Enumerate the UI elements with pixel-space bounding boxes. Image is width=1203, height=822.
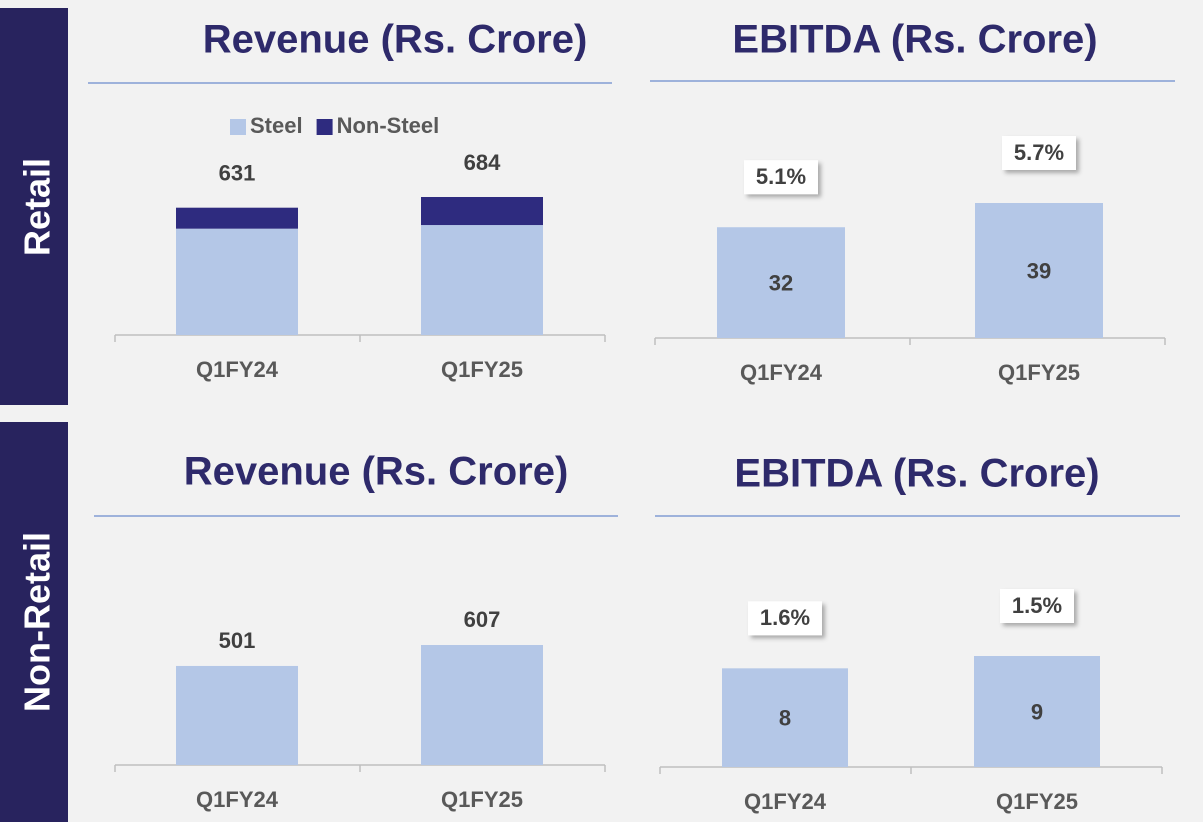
bar-segment — [176, 228, 298, 335]
bar — [717, 227, 845, 338]
margin-label: 5.1% — [756, 164, 806, 189]
x-tick-label: Q1FY25 — [441, 357, 523, 382]
margin-callout — [744, 160, 818, 195]
x-tick-label: Q1FY24 — [196, 357, 279, 382]
value-label: 501 — [219, 628, 256, 653]
x-tick-label: Q1FY25 — [441, 787, 523, 812]
bar — [176, 665, 298, 765]
section-label: Non-Retail — [17, 532, 58, 712]
bar — [421, 645, 543, 765]
bar-segment — [176, 207, 298, 229]
legend-label: Steel — [250, 113, 303, 138]
chart-title: EBITDA (Rs. Crore) — [734, 452, 1099, 496]
bar — [722, 668, 848, 767]
bar-segment — [421, 225, 543, 335]
value-label: 32 — [769, 270, 793, 295]
chart-title: Revenue (Rs. Crore) — [184, 450, 569, 494]
value-label: 39 — [1027, 258, 1051, 283]
total-label: 684 — [464, 150, 501, 175]
x-tick-label: Q1FY24 — [196, 787, 279, 812]
legend-swatch — [316, 119, 333, 135]
chart-title: Revenue (Rs. Crore) — [203, 18, 588, 62]
margin-label: 1.6% — [760, 605, 810, 630]
chart-title: EBITDA (Rs. Crore) — [732, 18, 1097, 62]
value-label: 8 — [779, 705, 791, 730]
x-tick-label: Q1FY24 — [744, 789, 827, 814]
section-band — [0, 422, 68, 822]
x-tick-label: Q1FY25 — [998, 360, 1080, 385]
section-band — [0, 8, 68, 405]
legend-swatch — [230, 119, 246, 135]
section-label: Retail — [17, 158, 58, 256]
value-label: 607 — [464, 607, 501, 632]
x-tick-label: Q1FY25 — [996, 789, 1078, 814]
bar-segment — [421, 197, 543, 226]
value-label: 9 — [1031, 699, 1043, 724]
margin-callout — [748, 601, 822, 636]
bar — [975, 203, 1103, 338]
margin-label: 1.5% — [1012, 593, 1062, 618]
margin-callout — [1002, 136, 1076, 170]
legend-label: Non-Steel — [337, 113, 440, 138]
margin-callout — [1000, 589, 1074, 623]
x-tick-label: Q1FY24 — [740, 360, 823, 385]
total-label: 631 — [219, 161, 256, 186]
margin-label: 5.7% — [1014, 140, 1064, 165]
bar — [974, 656, 1100, 767]
